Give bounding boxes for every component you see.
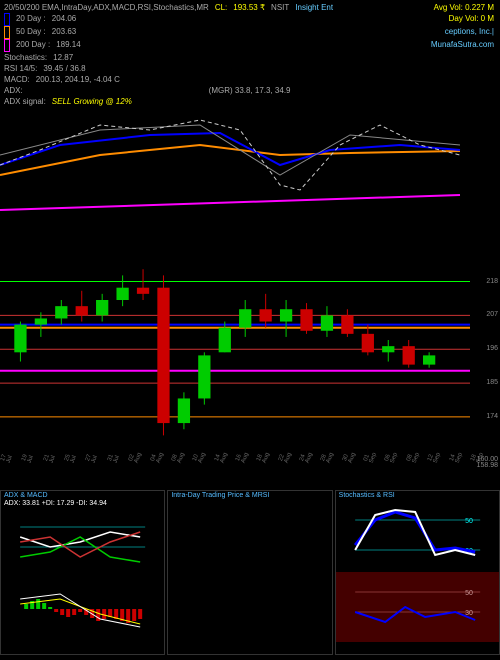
macd-value: 200.13, 204.19, -4.04 C [36,74,120,85]
chart-title: 20/50/200 EMA,IntraDay,ADX,MACD,RSI,Stoc… [4,2,209,13]
candlestick-chart: 17 Jul19 Jul21 Jul25 Jul27 Jul31 Jul02 A… [0,260,470,460]
ma20-value: 204.06 [52,13,76,26]
ma20-label: 20 Day : [16,13,46,26]
header-info: 20/50/200 EMA,IntraDay,ADX,MACD,RSI,Stoc… [0,0,500,109]
panel-title-adx: ADX & MACD [1,491,164,500]
panel-title-stoch: Stochastics & RSI [336,491,499,500]
dayvol-value: 0 M [481,14,494,23]
close-value: 193.53 ₹ [233,2,265,13]
company-full: ceptions, Inc.| [445,26,494,37]
adx-macd-panel: ADX & MACD ADX: 33.81 +DI: 17.29 -DI: 34… [0,490,165,655]
svg-text:50: 50 [465,590,473,597]
ma200-value: 189.14 [56,39,80,52]
attribution: MunafaSutra.com [431,39,494,50]
svg-text:50: 50 [465,518,473,525]
dayvol-label: Day Vol: [449,14,479,23]
rsi-label: RSI 14/5: [4,63,37,74]
stoch-rsi-panel: Stochastics & RSI 2050 3050 [335,490,500,655]
stoch-chart: 2050 [336,500,499,570]
ma200-icon [4,39,10,52]
stoch-value: 12.87 [53,52,73,63]
close-label: CL: [215,2,227,13]
avgvol-label: Avg Vol: [434,3,463,12]
ticker: NSIT [271,2,289,13]
adx-readout: ADX: 33.81 +DI: 17.29 -DI: 34.94 [4,500,107,507]
intraday-panel: Intra-Day Trading Price & MRSI [167,490,332,655]
avgvol-value: 0.227 M [465,3,494,12]
ma50-label: 50 Day : [16,26,46,39]
rsi-chart: 3050 [336,572,499,642]
adx-chart [1,507,164,567]
ma-overlay-chart [0,95,470,225]
ma200-label: 200 Day : [16,39,50,52]
ma20-icon [4,13,10,26]
company: Insight Ent [295,2,333,13]
stoch-label: Stochastics: [4,52,47,63]
ma50-value: 203.63 [52,26,76,39]
macd-label: MACD: [4,74,30,85]
date-axis: 17 Jul19 Jul21 Jul25 Jul27 Jul31 Jul02 A… [0,460,470,472]
macd-chart [1,569,164,649]
ma50-icon [4,26,10,39]
rsi-value: 39.45 / 36.8 [43,63,85,74]
panel-title-intraday: Intra-Day Trading Price & MRSI [168,491,331,500]
